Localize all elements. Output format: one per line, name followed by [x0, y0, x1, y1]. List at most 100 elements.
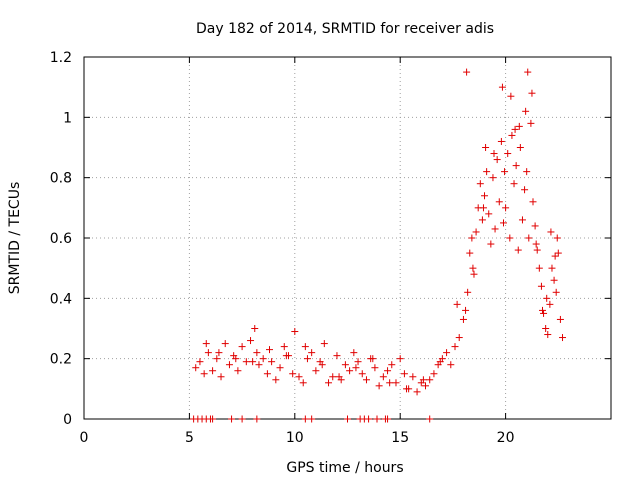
data-point: [253, 349, 261, 357]
y-tick-label: 1: [63, 110, 72, 126]
data-point: [251, 325, 259, 332]
data-point: [525, 234, 533, 242]
data-point: [371, 364, 379, 372]
data-point: [213, 355, 221, 363]
data-point: [350, 349, 358, 357]
x-tick-label: 10: [286, 430, 304, 446]
grid-layer: [84, 57, 611, 419]
data-point: [501, 168, 509, 176]
data-point: [325, 379, 333, 387]
data-point: [249, 358, 257, 366]
data-point: [533, 246, 541, 254]
data-point: [268, 358, 276, 366]
data-point: [228, 415, 236, 423]
data-point: [531, 222, 539, 230]
y-tick-label: 0.8: [50, 171, 72, 187]
data-point: [493, 156, 501, 164]
data-point: [518, 216, 526, 224]
data-point: [403, 385, 411, 393]
data-point: [497, 137, 505, 145]
data-point: [515, 122, 523, 130]
data-point: [255, 361, 263, 369]
data-point: [506, 234, 514, 242]
data-point: [282, 352, 290, 360]
chart-title: Day 182 of 2014, SRMTID for receiver adi…: [196, 21, 494, 37]
data-point: [535, 264, 543, 272]
data-point: [419, 376, 427, 384]
data-point: [487, 240, 495, 248]
data-point: [512, 162, 520, 170]
data-point: [527, 119, 535, 127]
data-point: [522, 107, 530, 115]
x-tick-label: 20: [497, 430, 515, 446]
data-point: [217, 373, 225, 381]
data-point: [472, 228, 480, 236]
data-point: [253, 415, 261, 423]
data-point: [221, 340, 229, 348]
data-point: [329, 373, 337, 381]
x-tick-label: 0: [80, 430, 89, 446]
data-point: [491, 225, 499, 233]
data-point: [463, 68, 471, 76]
data-point: [510, 180, 518, 188]
data-point: [553, 234, 561, 242]
data-point: [447, 361, 455, 369]
data-point: [453, 300, 461, 308]
x-tick-label: 5: [185, 430, 194, 446]
data-point: [490, 150, 498, 158]
data-point: [384, 367, 392, 375]
data-point: [344, 415, 351, 423]
data-point: [192, 364, 200, 372]
data-point: [540, 309, 548, 317]
data-point: [455, 334, 463, 342]
data-point: [466, 249, 474, 257]
data-point: [266, 346, 274, 354]
data-point: [369, 355, 377, 363]
data-point: [320, 340, 328, 348]
data-point: [436, 358, 444, 366]
data-point: [544, 331, 552, 339]
data-point: [303, 355, 311, 363]
data-point: [462, 306, 470, 314]
data-point: [388, 361, 396, 369]
y-tick-label: 0.2: [50, 352, 72, 368]
x-axis-label: GPS time / hours: [286, 460, 403, 476]
data-point: [550, 276, 558, 284]
data-point: [556, 315, 564, 323]
data-point: [499, 219, 507, 227]
data-point: [426, 415, 434, 423]
data-point: [276, 364, 284, 372]
data-point: [551, 252, 559, 260]
data-point: [511, 125, 519, 133]
data-point: [529, 198, 537, 206]
data-point: [318, 361, 326, 369]
data-point: [247, 337, 255, 345]
data-point: [554, 249, 562, 257]
data-point: [426, 376, 434, 384]
data-point: [470, 270, 478, 278]
data-point: [468, 234, 476, 242]
data-point: [289, 370, 297, 378]
data-point: [263, 370, 271, 378]
data-point: [301, 415, 309, 423]
tick-layer: [83, 56, 611, 420]
data-point: [552, 288, 560, 296]
data-point: [504, 150, 512, 158]
data-point: [354, 358, 362, 366]
data-point: [532, 240, 540, 248]
data-point: [333, 352, 341, 360]
data-point: [548, 264, 556, 272]
data-point: [528, 89, 536, 97]
data-point: [547, 228, 555, 236]
data-point: [464, 288, 472, 296]
data-point: [291, 328, 299, 336]
data-point: [242, 358, 250, 366]
data-point: [379, 373, 387, 381]
data-point: [384, 415, 392, 423]
data-point: [521, 186, 529, 194]
data-point: [546, 300, 554, 308]
data-point: [508, 131, 516, 139]
data-point: [396, 355, 404, 363]
tick-label-layer: 0 0.2 0.4 0.6 0.8 1 1.2 0 5 10 15 20: [50, 50, 515, 446]
